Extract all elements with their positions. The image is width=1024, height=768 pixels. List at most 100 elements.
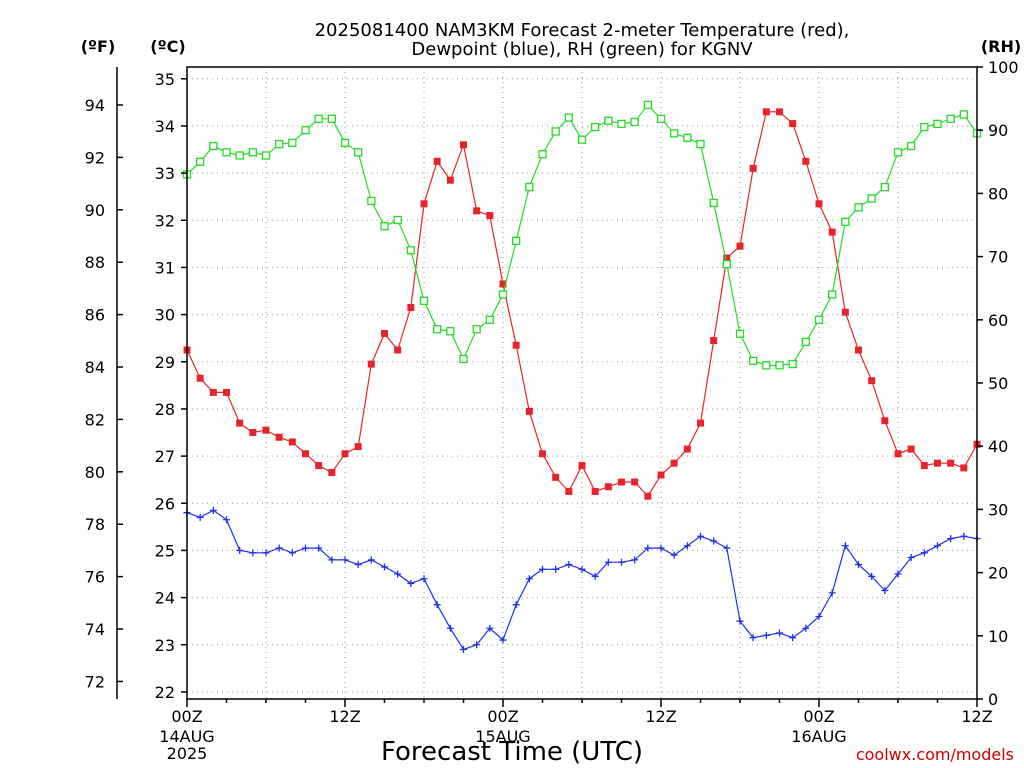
temperature-point [446,176,454,184]
celsius-tick-label: 22 [155,683,175,702]
rh-point [196,157,205,166]
rh-point [446,327,455,336]
temperature-point [683,445,691,453]
rh-point [841,217,850,226]
rh-point [656,114,666,123]
rh-tick-label: 30 [988,500,1008,519]
dewpoint-point [223,516,230,524]
fahrenheit-tick-label: 80 [85,463,105,482]
dewpoint-point [815,612,823,620]
celsius-tick-label: 32 [155,211,175,230]
temperature-point [394,346,402,354]
rh-point [933,119,942,129]
chart-title-line-2: Dewpoint (blue), RH (green) for KGNV [411,39,753,60]
dewpoint-point [841,542,849,550]
rh-point [354,148,363,157]
celsius-tick-label: 26 [155,494,175,513]
rh-point [433,325,442,334]
dewpoint-point [209,506,217,514]
celsius-tick-label: 27 [155,447,175,466]
rh-tick-label: 90 [988,121,1008,140]
fahrenheit-tick-label: 90 [85,201,105,220]
dewpoint-point [249,549,257,557]
rh-point [393,215,402,225]
rh-point [340,138,350,147]
fahrenheit-tick-label: 74 [85,620,105,639]
temperature-point [499,280,507,288]
temperature-point [367,360,375,368]
grid-lines [187,67,977,699]
dewpoint-point [591,572,599,580]
dewpoint-point [868,572,876,580]
dewpoint-point [539,565,546,573]
dewpoint-point [881,587,889,595]
fahrenheit-tick-label: 92 [85,148,105,167]
rh-point [893,148,903,157]
temperature-point [341,450,349,458]
temperature-point [802,157,810,165]
dewpoint-point [907,554,915,562]
temperature-point [894,450,902,458]
temperature-point [762,108,770,116]
x-tick-date-label: 2025 [167,744,208,763]
dewpoint-point [354,561,362,569]
celsius-tick-label: 28 [155,400,175,419]
temperature-point [328,469,336,477]
rh-point [327,114,336,123]
celsius-tick-label: 35 [155,70,175,89]
dewpoint-point [736,617,744,625]
rh-point [762,361,771,370]
x-tick-label: 00Z [803,707,834,726]
dewpoint-point [762,631,770,639]
dewpoint-point [710,537,718,545]
rh-point [288,138,297,147]
rh-point [801,337,810,347]
temperature-point [473,207,481,215]
temperature-point [881,417,889,425]
temperature-point [710,337,718,345]
dewpoint-point [618,558,625,566]
dewpoint-point [855,561,862,569]
rh-point [248,148,257,157]
rh-point [788,359,797,369]
temperature-point [657,471,665,479]
rh-point [735,329,745,338]
celsius-unit-label: (ºC) [150,37,185,56]
temperature-point [644,492,652,500]
temperature-point [249,429,257,437]
temperature-point [604,483,612,491]
rh-tick-label: 0 [988,690,998,709]
rh-tick-label: 50 [988,374,1008,393]
rh-point [709,198,718,208]
celsius-tick-label: 34 [155,117,175,136]
rh-point [367,196,376,206]
rh-tick-label: 60 [988,311,1008,330]
temperature-point [525,407,533,415]
x-tick-label: 12Z [961,707,992,726]
temperature-point [315,462,323,470]
rh-point [880,182,889,192]
rh-point [551,127,560,136]
temperature-point [486,212,494,220]
fahrenheit-tick-label: 76 [85,568,105,587]
temperature-point [776,108,783,116]
rh-point [604,116,613,125]
celsius-tick-label: 23 [155,636,175,655]
rh-point [406,246,415,255]
temperature-point [433,157,441,165]
dewpoint-point [670,551,678,559]
temperature-point [947,459,955,467]
dewpoint-point [328,556,336,564]
chart-title-line-1: 2025081400 NAM3KM Forecast 2-meter Tempe… [315,20,850,41]
rh-point [419,296,429,305]
dewpoint-point [631,556,639,564]
rh-point [314,114,323,123]
dewpoint-point [525,575,533,583]
dewpoint-point [433,601,441,609]
dewpoint-point [381,563,388,571]
x-tick-date-label: 14AUG [159,727,214,746]
dewpoint-point [420,575,428,583]
fahrenheit-tick-label: 88 [85,253,105,272]
temperature-point [209,388,217,396]
